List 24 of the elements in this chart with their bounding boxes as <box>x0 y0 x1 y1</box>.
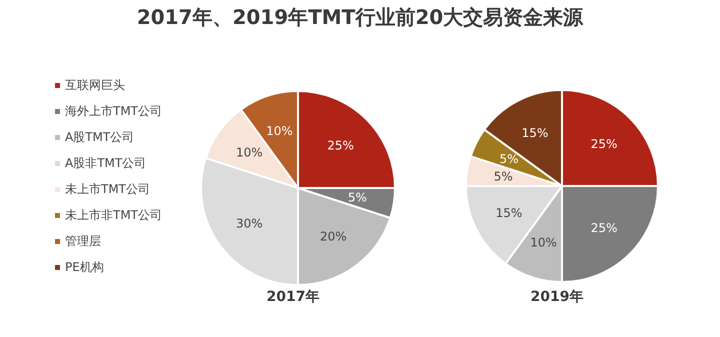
data-label: 30% <box>236 216 263 230</box>
data-label: 15% <box>522 126 548 140</box>
data-label: 10% <box>236 146 263 160</box>
data-label: 20% <box>320 230 347 244</box>
legend-label: A股非TMT公司 <box>65 154 146 172</box>
data-label: 25% <box>327 138 354 152</box>
data-label: 15% <box>496 206 522 220</box>
legend-label: 互联网巨头 <box>65 76 125 94</box>
legend-label: A股TMT公司 <box>65 128 134 146</box>
data-label: 5% <box>494 170 513 184</box>
legend-label: 未上市非TMT公司 <box>65 206 162 224</box>
data-label: 10% <box>530 236 557 250</box>
slice-label: 2019年 <box>530 288 584 306</box>
data-label: 10% <box>266 124 293 138</box>
legend-label: 未上市TMT公司 <box>65 180 150 198</box>
data-label: 5% <box>348 190 367 204</box>
data-label: 25% <box>590 221 618 236</box>
slice-label: 2017年 <box>266 288 320 306</box>
chart-title: 2017年、2019年TMT行业前20大交易资金来源 <box>136 4 584 31</box>
legend-label: 海外上市TMT公司 <box>65 102 162 120</box>
data-label: 5% <box>499 152 518 166</box>
data-label: 25% <box>590 136 618 151</box>
legend-label: 管理层 <box>65 232 101 250</box>
legend-label: PE机构 <box>65 258 104 276</box>
